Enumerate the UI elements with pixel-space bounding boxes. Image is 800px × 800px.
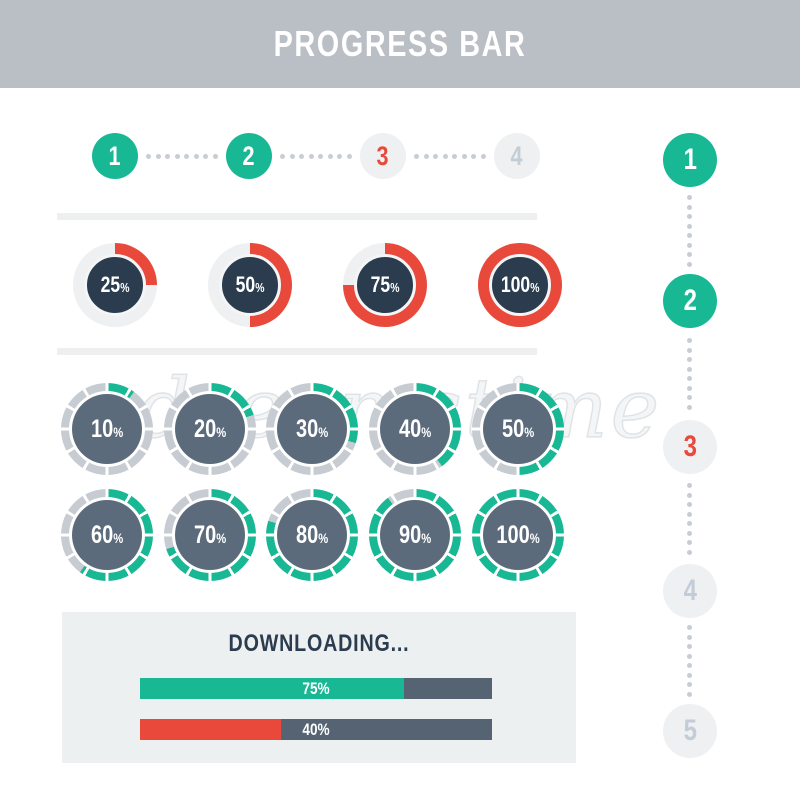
donut-50: 50% [208, 243, 292, 327]
percent-sign: % [421, 529, 432, 546]
donut-100: 100% [478, 243, 562, 327]
v-connector-3 [687, 483, 692, 555]
ring-10-core: 10% [72, 394, 142, 464]
download-title: DOWNLOADING... [228, 630, 410, 657]
v-connector-1 [687, 195, 692, 267]
ring-60-value: 60 [90, 520, 114, 549]
v-step-5-label: 5 [683, 714, 697, 747]
header-bar: PROGRESS BAR [0, 0, 800, 88]
percent-sign: % [390, 280, 400, 295]
ring-80-value: 80 [295, 520, 319, 549]
donut-50-inner: 50% [219, 254, 281, 316]
percent-sign: % [113, 423, 124, 440]
v-step-1-label: 1 [683, 143, 697, 176]
v-step-2[interactable]: 2 [663, 274, 717, 328]
percent-sign: % [216, 423, 227, 440]
h-step-2[interactable]: 2 [226, 133, 272, 179]
ring-20-value: 20 [193, 414, 217, 443]
ring-50-value: 50 [501, 414, 525, 443]
section-divider-2 [57, 348, 537, 355]
v-step-4-label: 4 [683, 574, 697, 607]
progress-bar-red: 40% [140, 719, 492, 740]
ring-30-value: 30 [295, 414, 319, 443]
progress-bar-red-label: 40% [302, 719, 330, 739]
percent-sign: % [524, 423, 535, 440]
download-panel: DOWNLOADING... 75% 40% [62, 612, 576, 763]
ring-90-core: 90% [380, 500, 450, 570]
ring-40-value: 40 [398, 414, 422, 443]
v-step-1[interactable]: 1 [663, 133, 717, 187]
ring-20-core: 20% [175, 394, 245, 464]
donut-25: 25% [73, 243, 157, 327]
ring-70-value: 70 [193, 520, 217, 549]
v-step-5[interactable]: 5 [663, 704, 717, 758]
ring-80: 80% [266, 489, 358, 581]
h-step-1[interactable]: 1 [92, 133, 138, 179]
percent-sign: % [216, 529, 227, 546]
percent-sign: % [318, 423, 329, 440]
percent-sign: % [318, 529, 329, 546]
ring-60-core: 60% [72, 500, 142, 570]
v-step-4[interactable]: 4 [663, 564, 717, 618]
v-connector-4 [687, 625, 692, 697]
v-step-3[interactable]: 3 [663, 420, 717, 474]
percent-sign: % [530, 280, 540, 295]
ring-30-core: 30% [277, 394, 347, 464]
percent-sign: % [120, 280, 130, 295]
ring-100: 100% [472, 489, 564, 581]
donut-100-value: 100 [500, 272, 531, 297]
percent-sign: % [113, 529, 124, 546]
ring-90: 90% [369, 489, 461, 581]
h-step-4-label: 4 [510, 140, 524, 171]
donut-75-value: 75 [370, 272, 391, 297]
ring-40-core: 40% [380, 394, 450, 464]
ring-80-core: 80% [277, 500, 347, 570]
ring-50: 50% [472, 383, 564, 475]
ring-50-core: 50% [483, 394, 553, 464]
h-step-3[interactable]: 3 [360, 133, 406, 179]
v-step-3-label: 3 [683, 430, 697, 463]
progress-bar-green-fill [140, 678, 404, 699]
donut-25-inner: 25% [84, 254, 146, 316]
h-step-2-label: 2 [242, 140, 256, 171]
progress-bar-green-label: 75% [302, 678, 330, 698]
v-connector-2 [687, 338, 692, 410]
percent-sign: % [529, 529, 540, 546]
progress-bar-green: 75% [140, 678, 492, 699]
donut-100-inner: 100% [489, 254, 551, 316]
ring-100-value: 100 [496, 520, 530, 549]
page-title: PROGRESS BAR [273, 23, 527, 64]
ring-20: 20% [164, 383, 256, 475]
donut-75-inner: 75% [354, 254, 416, 316]
h-connector-2 [280, 154, 352, 159]
h-connector-1 [146, 154, 218, 159]
donut-25-value: 25 [100, 272, 121, 297]
ring-30: 30% [266, 383, 358, 475]
v-step-2-label: 2 [683, 284, 697, 317]
ring-90-value: 90 [398, 520, 422, 549]
ring-100-core: 100% [483, 500, 553, 570]
percent-sign: % [255, 280, 265, 295]
percent-sign: % [421, 423, 432, 440]
ring-70: 70% [164, 489, 256, 581]
ring-70-core: 70% [175, 500, 245, 570]
h-step-4[interactable]: 4 [494, 133, 540, 179]
section-divider-1 [57, 213, 537, 220]
ring-10: 10% [61, 383, 153, 475]
h-step-1-label: 1 [108, 140, 122, 171]
donut-50-value: 50 [235, 272, 256, 297]
ring-10-value: 10 [90, 414, 114, 443]
h-step-3-label: 3 [376, 140, 390, 171]
donut-75: 75% [343, 243, 427, 327]
ring-60: 60% [61, 489, 153, 581]
h-connector-3 [414, 154, 486, 159]
ring-40: 40% [369, 383, 461, 475]
progress-bar-red-fill [140, 719, 281, 740]
